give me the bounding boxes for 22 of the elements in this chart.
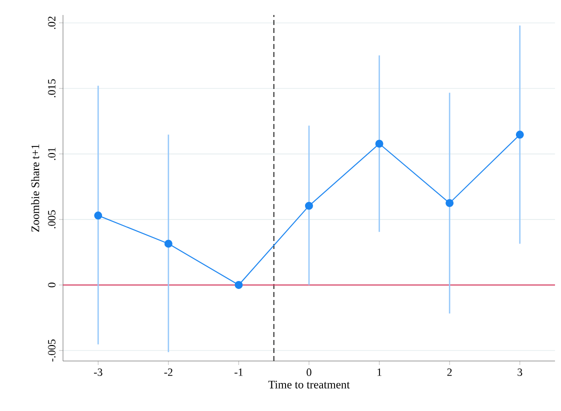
point <box>375 140 384 148</box>
x-tick-label: 0 <box>306 368 312 376</box>
y-tick-label: .015 <box>48 79 56 98</box>
point <box>516 130 524 139</box>
x-tick-label: -2 <box>164 368 172 376</box>
point <box>305 202 313 210</box>
x-tick-label: 2 <box>447 368 452 376</box>
x-axis-title: Time to treatment <box>268 380 350 388</box>
x-tick-label: 3 <box>518 368 522 376</box>
point <box>164 240 172 248</box>
y-tick-label: -.005 <box>48 340 56 362</box>
x-tick-label: -3 <box>94 368 102 376</box>
y-tick-label: .01 <box>48 148 56 160</box>
y-tick-label: .02 <box>48 16 56 29</box>
y-axis-title: Zoombie Share t+1 <box>31 144 40 232</box>
y-tick-label: 0 <box>48 282 56 288</box>
x-tick-label: -1 <box>234 368 243 376</box>
x-tick-label: 1 <box>378 368 382 376</box>
y-tick-label: .005 <box>48 210 56 228</box>
point <box>446 199 454 208</box>
point <box>234 280 243 289</box>
point <box>94 212 102 220</box>
